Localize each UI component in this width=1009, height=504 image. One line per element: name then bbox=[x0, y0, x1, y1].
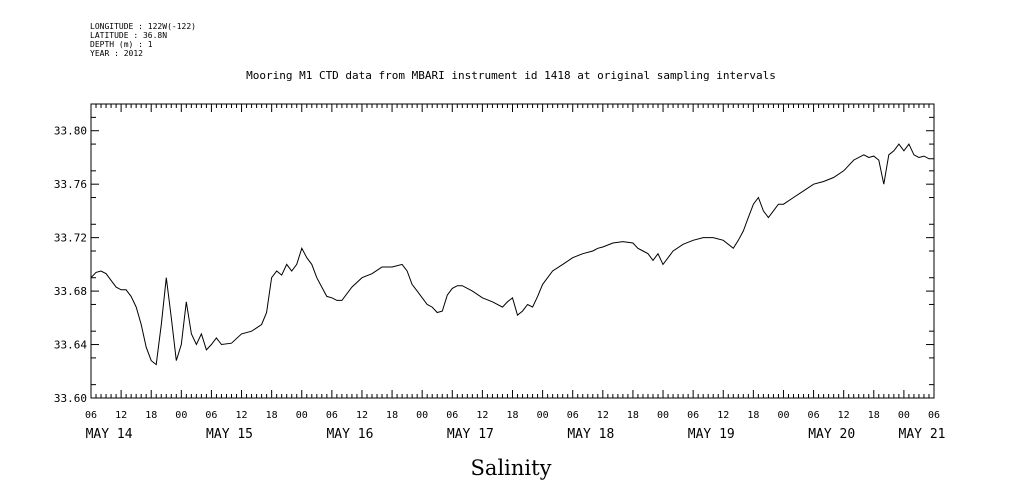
x-hour-label: 12 bbox=[115, 410, 127, 421]
x-hour-label: 06 bbox=[567, 410, 579, 421]
meta-depth: DEPTH (m) : 1 bbox=[90, 40, 153, 49]
x-hour-label: 12 bbox=[717, 410, 729, 421]
x-day-label: MAY 21 bbox=[899, 427, 946, 442]
x-day-label: MAY 15 bbox=[206, 427, 253, 442]
y-tick-label: 33.80 bbox=[54, 125, 87, 138]
y-tick-label: 33.60 bbox=[54, 392, 87, 405]
x-day-label: MAY 14 bbox=[86, 427, 133, 442]
meta-year: YEAR : 2012 bbox=[90, 49, 143, 58]
x-hour-label: 06 bbox=[446, 410, 458, 421]
x-day-label: MAY 19 bbox=[688, 427, 735, 442]
x-hour-label: 06 bbox=[85, 410, 97, 421]
x-day-label: MAY 18 bbox=[567, 427, 614, 442]
x-hour-label: 12 bbox=[236, 410, 248, 421]
x-hour-label: 18 bbox=[266, 410, 278, 421]
x-hour-label: 18 bbox=[145, 410, 157, 421]
x-hour-label: 00 bbox=[657, 410, 669, 421]
x-hour-label: 00 bbox=[537, 410, 549, 421]
meta-longitude: LONGITUDE : 122W(-122) bbox=[90, 22, 196, 31]
meta-block: LONGITUDE : 122W(-122) LATITUDE : 36.8N … bbox=[90, 22, 196, 58]
series-layer bbox=[90, 143, 934, 366]
x-hour-label: 00 bbox=[416, 410, 428, 421]
chart-title: Mooring M1 CTD data from MBARI instrumen… bbox=[246, 69, 776, 82]
x-axis: 06 12 18 00 06 12 18 00 06 12 18 00 06 12 18 00 06 12 18 00… bbox=[85, 104, 946, 442]
variable-label: Salinity bbox=[471, 456, 552, 480]
plot-frame bbox=[90, 103, 935, 399]
x-hour-label: 18 bbox=[386, 410, 398, 421]
x-hour-label: 12 bbox=[838, 410, 850, 421]
x-hour-label: 06 bbox=[928, 410, 940, 421]
x-hour-label: 12 bbox=[356, 410, 368, 421]
x-hour-label: 06 bbox=[205, 410, 217, 421]
meta-latitude: LATITUDE : 36.8N bbox=[90, 31, 167, 40]
x-hour-label: 06 bbox=[687, 410, 699, 421]
x-hour-label: 18 bbox=[868, 410, 880, 421]
salinity-series-line bbox=[90, 143, 934, 366]
x-day-label: MAY 17 bbox=[447, 427, 494, 442]
x-hour-label: 18 bbox=[747, 410, 759, 421]
x-hour-label: 06 bbox=[326, 410, 338, 421]
y-tick-label: 33.72 bbox=[54, 232, 87, 245]
x-hour-label: 18 bbox=[506, 410, 518, 421]
x-hour-label: 00 bbox=[898, 410, 910, 421]
x-day-label: MAY 20 bbox=[808, 427, 855, 442]
x-hour-label: 12 bbox=[597, 410, 609, 421]
x-day-label: MAY 16 bbox=[326, 427, 373, 442]
y-tick-label: 33.64 bbox=[54, 339, 87, 352]
y-tick-label: 33.68 bbox=[54, 285, 87, 298]
x-hour-label: 00 bbox=[777, 410, 789, 421]
y-axis: 33.60 33.64 33.68 33.72 33.76 33.80 bbox=[54, 116, 934, 405]
x-hour-label: 00 bbox=[175, 410, 187, 421]
x-hour-label: 00 bbox=[296, 410, 308, 421]
x-hour-label: 12 bbox=[476, 410, 488, 421]
y-tick-label: 33.76 bbox=[54, 178, 87, 191]
x-hour-label: 18 bbox=[627, 410, 639, 421]
x-hour-label: 06 bbox=[808, 410, 820, 421]
